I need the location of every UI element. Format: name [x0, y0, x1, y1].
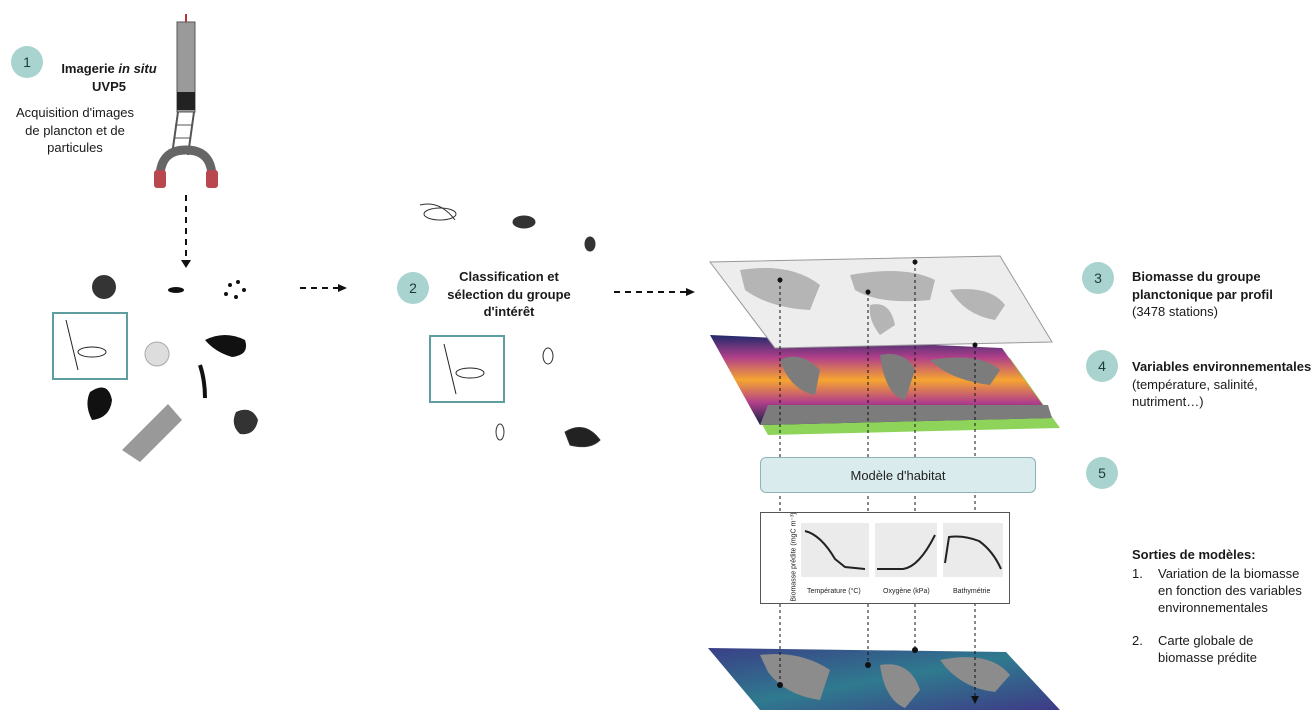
map-stack: [708, 255, 1060, 710]
habitat-model-box: Modèle d'habitat: [760, 457, 1036, 493]
oxygen-panel: [875, 523, 937, 577]
outputs-title: Sorties de modèles:: [1132, 547, 1256, 562]
step-5-badge: 5: [1086, 457, 1118, 489]
step-1-title-italic: in situ: [118, 61, 157, 76]
output-item-2-text: Carte globale de biomasse prédite: [1158, 632, 1257, 665]
oxygen-xlabel: Oxygène (kPa): [883, 588, 930, 595]
response-curves-panel: Biomasse prédite (mgC m⁻³) Température (…: [760, 512, 1010, 604]
step-4-badge: 4: [1086, 350, 1118, 382]
output-item-1-text: Variation de la biomasse en fonction des…: [1158, 566, 1302, 615]
step-3-title: Biomasse du groupe planctonique par prof…: [1132, 269, 1273, 302]
step-1-title: Imagerie in situ UVP5: [54, 60, 164, 95]
output-item-2-number: 2.: [1132, 632, 1143, 648]
step-4-variables: (température, salinité, nutriment…): [1132, 376, 1258, 410]
bathymetry-panel: [943, 523, 1003, 577]
step-1-description: Acquisition d'images de plancton et de p…: [15, 105, 135, 156]
step-1-title-a: Imagerie: [61, 61, 119, 76]
selected-image-frame-1: [52, 312, 128, 380]
step-4-title: Variables environnementales: [1132, 359, 1312, 374]
outputs-list: 1. Variation de la biomasse en fonction d…: [1132, 566, 1312, 682]
step-3-stations: (3478 stations): [1132, 304, 1218, 320]
output-item-2: 2. Carte globale de biomasse prédite: [1132, 633, 1312, 667]
flow-arrows: [185, 195, 688, 293]
uvp5-instrument: [154, 14, 218, 188]
response-ylabel: Biomasse prédite (mgC m⁻³): [790, 512, 798, 602]
step-4-text: Variables environnementales (température…: [1132, 358, 1312, 411]
plankton-images-raw: [87, 275, 258, 462]
step-3-badge: 3: [1082, 262, 1114, 294]
bathymetry-curve: [944, 535, 1002, 570]
output-item-1-number: 1.: [1132, 566, 1143, 581]
plankton-images-classified: [419, 203, 601, 448]
bathymetry-xlabel: Bathymétrie: [953, 588, 991, 595]
step-1-badge: 1: [11, 46, 43, 78]
selected-image-frame-2: [429, 335, 505, 403]
step-3-text: Biomasse du groupe planctonique par prof…: [1132, 268, 1312, 321]
step-1-instrument: UVP5: [92, 78, 126, 94]
temperature-panel: [801, 523, 869, 577]
output-item-1: 1. Variation de la biomasse en fonction d…: [1132, 566, 1312, 617]
step-2-badge: 2: [397, 272, 429, 304]
oxygen-curve: [877, 534, 936, 570]
temperature-xlabel: Température (°C): [807, 588, 861, 595]
temperature-curve: [804, 530, 866, 570]
step-2-title: Classification et sélection du groupe d'…: [447, 269, 571, 320]
